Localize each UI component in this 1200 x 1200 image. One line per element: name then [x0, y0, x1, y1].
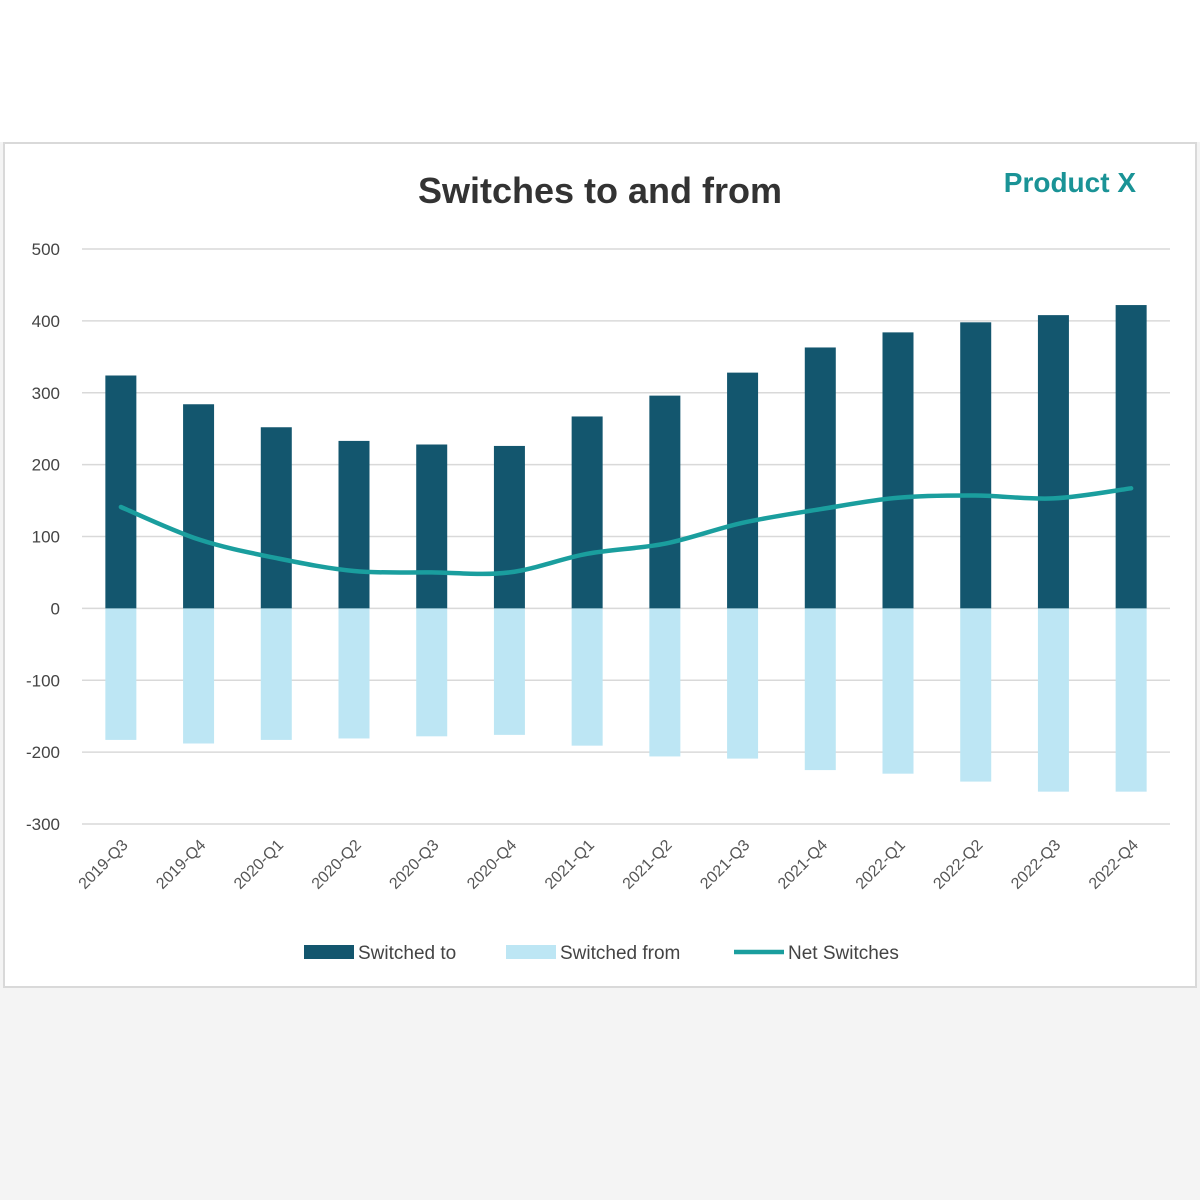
legend: Switched to Switched from Net Switches	[304, 943, 899, 964]
x-tick-label: 2021-Q4	[775, 837, 831, 893]
bar-switched-to	[416, 444, 448, 609]
bar-switched-from	[416, 608, 448, 737]
bar-switched-to	[1115, 305, 1147, 609]
bar-switched-from	[260, 608, 292, 740]
bar-switched-from	[338, 608, 370, 739]
bar-switched-from	[1037, 608, 1069, 792]
x-tick-label: 2021-Q3	[697, 837, 753, 893]
y-tick-label: -300	[26, 815, 60, 834]
legend-swatch-switched-from	[506, 945, 556, 959]
bar-switched-from	[493, 608, 525, 735]
bar-switched-to	[727, 372, 759, 609]
y-tick-label: 300	[32, 384, 60, 403]
x-axis-ticks: 2019-Q3 2019-Q4 2020-Q1 2020-Q2 2020-Q3 2020-…	[76, 837, 1142, 893]
legend-label-switched-from: Switched from	[560, 943, 680, 964]
x-tick-label: 2020-Q2	[309, 837, 365, 893]
bar-switched-to	[493, 445, 525, 609]
x-tick-label: 2019-Q3	[76, 837, 132, 893]
x-tick-label: 2022-Q2	[930, 837, 986, 893]
net-switches-line	[118, 486, 1134, 577]
x-tick-label: 2020-Q1	[231, 837, 287, 893]
chart-title: Switches to and from	[418, 170, 782, 211]
bar-switched-from	[571, 608, 603, 746]
bars	[105, 305, 1147, 792]
x-tick-label: 2022-Q3	[1008, 837, 1064, 893]
x-tick-label: 2021-Q2	[620, 837, 676, 893]
bar-switched-from	[727, 608, 759, 759]
bar-switched-to	[882, 332, 914, 609]
x-tick-label: 2021-Q1	[542, 837, 598, 893]
y-tick-label: 400	[32, 312, 60, 331]
bar-switched-to	[804, 347, 836, 609]
bar-switched-from	[804, 608, 836, 771]
x-tick-label: 2020-Q3	[386, 837, 442, 893]
legend-label-switched-to: Switched to	[358, 943, 456, 964]
bar-switched-from	[105, 608, 137, 740]
bar-switched-to	[260, 427, 292, 609]
page-top-band	[0, 0, 1200, 142]
x-tick-label: 2019-Q4	[153, 837, 209, 893]
y-tick-label: 500	[32, 240, 60, 259]
y-axis-ticks: 500 400 300 200 100 0 -100 -200 -300	[26, 240, 60, 834]
bar-switched-from	[960, 608, 992, 782]
x-tick-label: 2022-Q1	[853, 837, 909, 893]
bar-switched-from	[882, 608, 914, 774]
x-tick-label: 2020-Q4	[464, 837, 520, 893]
chart-subtitle: Product X	[1004, 167, 1137, 198]
bar-switched-to	[338, 440, 370, 609]
gridlines	[82, 248, 1170, 825]
bar-switched-to	[1037, 315, 1069, 609]
line-net-switches	[118, 486, 1134, 577]
bar-switched-from	[649, 608, 681, 757]
y-tick-label: 200	[32, 456, 60, 475]
bar-switched-to	[183, 404, 215, 609]
legend-label-net-switches: Net Switches	[788, 943, 899, 964]
y-tick-label: 100	[32, 528, 60, 547]
bar-switched-to	[105, 375, 137, 609]
bar-switched-from	[183, 608, 215, 744]
legend-swatch-switched-to	[304, 945, 354, 959]
y-tick-label: -200	[26, 743, 60, 762]
bar-switched-to	[649, 395, 681, 609]
bar-switched-to	[960, 322, 992, 609]
bar-switched-from	[1115, 608, 1147, 792]
y-tick-label: 0	[51, 599, 60, 618]
x-tick-label: 2022-Q4	[1086, 837, 1142, 893]
bar-switched-to	[571, 416, 603, 609]
y-tick-label: -100	[26, 671, 60, 690]
